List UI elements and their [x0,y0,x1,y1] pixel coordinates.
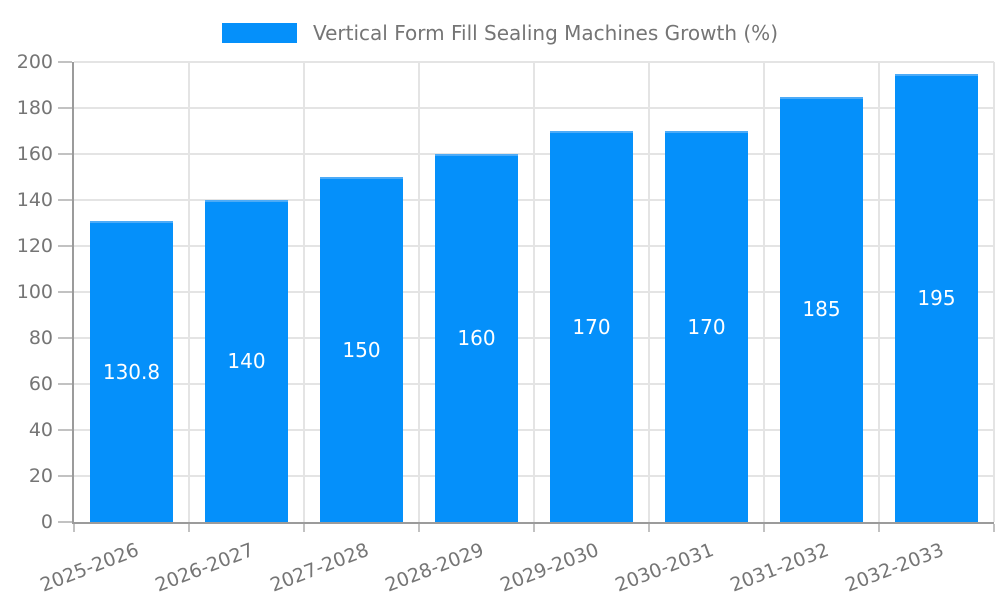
x-axis-tick-label: 2032-2033 [842,538,947,597]
x-axis-tick-mark [763,524,765,532]
y-axis-tick-label: 120 [16,235,53,257]
y-axis-tick-mark [58,475,72,477]
y-axis-tick-mark [58,199,72,201]
x-axis-tick-label: 2030-2031 [612,538,717,597]
bar-value-label: 150 [342,337,381,362]
x-axis-tick-mark [188,524,190,532]
y-axis-tick-mark [58,429,72,431]
gridline [188,62,190,522]
x-axis-tick-label: 2028-2029 [382,538,487,597]
bar-value-label: 140 [227,349,266,373]
x-axis-tick-label: 2031-2032 [727,538,832,597]
x-axis-tick-mark [418,524,420,532]
bar [665,131,748,522]
y-axis-tick-label: 20 [28,465,53,487]
legend-label: Vertical Form Fill Sealing Machines Grow… [313,21,778,45]
y-axis-tick-label: 0 [40,511,53,533]
gridline [648,62,650,522]
x-axis-tick-mark [73,524,75,532]
bar [320,177,403,522]
bar [895,73,978,522]
y-axis-tick-mark [58,383,72,385]
x-axis-tick-mark [648,524,650,532]
bar [435,154,518,522]
gridline [533,62,535,522]
x-axis-tick-label: 2029-2030 [497,538,602,597]
y-axis-tick-mark [58,337,72,339]
gridline [74,61,994,63]
bar-value-label: 195 [917,285,956,310]
y-axis-line [72,62,74,524]
y-axis-tick-label: 200 [16,51,53,73]
y-axis-tick-label: 140 [16,189,53,211]
y-axis-tick-label: 80 [28,327,53,349]
bar [205,200,288,522]
y-axis-tick-label: 180 [16,97,53,119]
gridline [763,62,765,522]
bar [550,131,633,522]
y-axis-tick-mark [58,521,72,523]
legend-swatch-icon [222,23,297,43]
gridline [993,62,995,522]
x-axis-tick-label: 2026-2027 [152,538,257,597]
x-axis-tick-mark [533,524,535,532]
x-axis-tick-mark [993,524,995,532]
y-axis-tick-mark [58,61,72,63]
bar-value-label: 185 [802,297,841,322]
gridline [878,62,880,522]
gridline [303,62,305,522]
bar-value-label: 160 [457,326,496,350]
x-axis-line [72,522,994,524]
y-axis-tick-label: 160 [16,143,53,165]
legend-item[interactable]: Vertical Form Fill Sealing Machines Grow… [0,21,1000,45]
bar [90,221,173,522]
y-axis-tick-mark [58,107,72,109]
bar-value-label: 130.8 [102,359,161,384]
x-axis-tick-mark [303,524,305,532]
x-axis-tick-label: 2027-2028 [267,538,372,597]
y-axis-tick-label: 60 [28,373,53,395]
x-axis-tick-mark [878,524,880,532]
y-axis-tick-mark [58,245,72,247]
y-axis-tick-mark [58,153,72,155]
gridline [418,62,420,522]
y-axis-tick-label: 40 [28,419,53,441]
bar-value-label: 170 [687,314,726,339]
bar [780,96,863,522]
y-axis-tick-label: 100 [16,281,53,303]
x-axis-tick-label: 2025-2026 [37,538,142,597]
bar-value-label: 170 [572,314,611,339]
y-axis-tick-mark [58,291,72,293]
